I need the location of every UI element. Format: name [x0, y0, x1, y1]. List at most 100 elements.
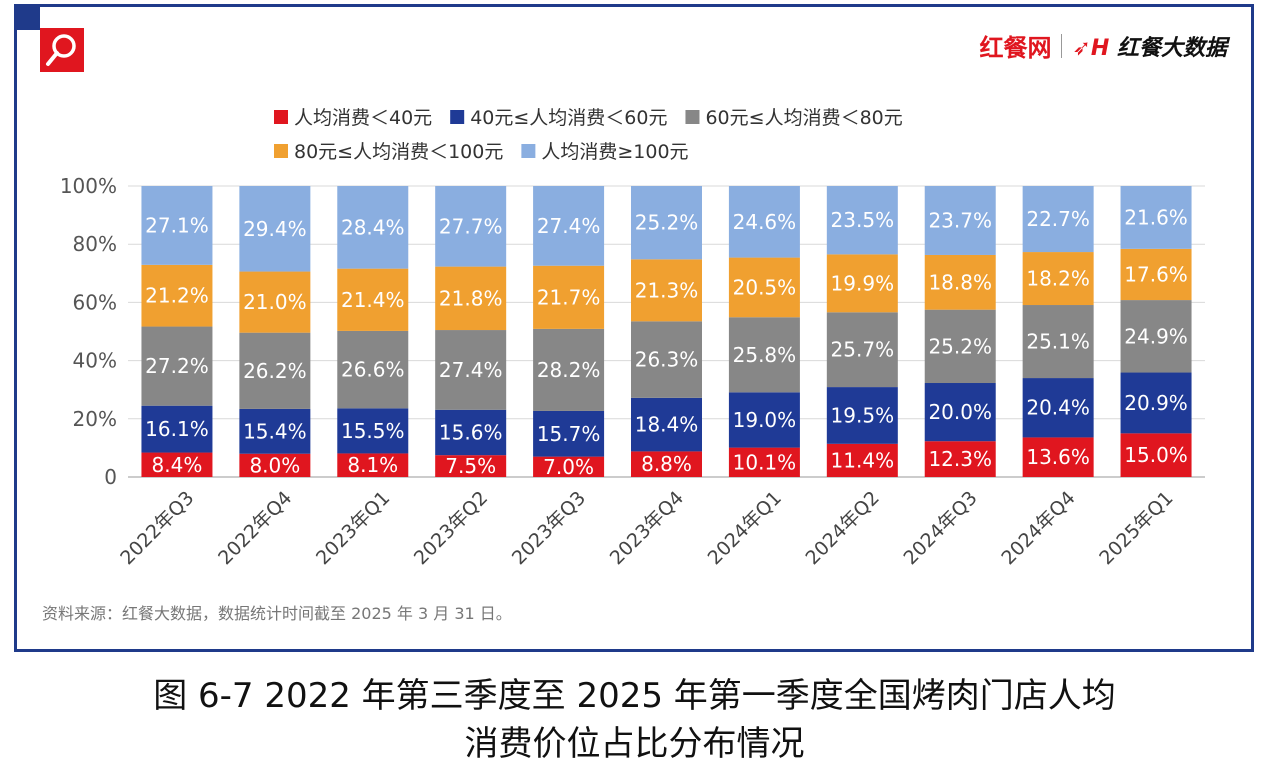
bar-segment [728, 317, 800, 393]
data-label: 28.4% [341, 215, 405, 239]
bar-segment [1120, 186, 1192, 249]
data-label: 26.3% [635, 348, 699, 372]
legend-label: 人均消费≥100元 [541, 141, 688, 163]
data-label: 26.6% [341, 358, 405, 382]
bar-segment [631, 186, 702, 260]
bar-segment [337, 330, 409, 409]
data-label: 20.4% [1026, 396, 1090, 420]
bar-segment [141, 326, 213, 406]
data-label: 18.2% [1026, 267, 1090, 291]
bar-segment [1022, 305, 1094, 379]
legend-label: 40元≤人均消费＜60元 [470, 107, 667, 129]
data-label: 15.6% [439, 420, 503, 444]
legend-label: 80元≤人均消费＜100元 [294, 141, 503, 163]
bar-segment [924, 186, 996, 255]
bar-segment [533, 456, 605, 477]
data-label: 19.5% [831, 403, 895, 427]
data-label: 21.0% [243, 290, 307, 314]
bar-segment [1022, 378, 1094, 438]
bar-segment [337, 408, 409, 454]
bar-segment [924, 309, 996, 384]
data-label: 23.5% [831, 208, 895, 232]
bar-segment [826, 254, 898, 313]
data-label: 25.8% [733, 343, 797, 367]
bar-segment [141, 264, 213, 327]
data-label: 8.1% [347, 453, 398, 477]
y-tick-label: 100% [60, 174, 117, 198]
bar-segment [435, 330, 507, 410]
data-label: 13.6% [1026, 445, 1090, 469]
bar-segment [239, 453, 311, 477]
legend-label: 人均消费＜40元 [294, 107, 432, 129]
brand-header: 红餐网 ➶H 红餐大数据 [979, 28, 1227, 63]
data-label: 20.5% [733, 275, 797, 299]
bar-segment [1120, 433, 1192, 477]
data-label: 8.8% [641, 452, 692, 476]
data-label: 25.1% [1026, 330, 1090, 354]
data-label: 21.2% [145, 284, 209, 308]
legend-swatch [450, 110, 465, 124]
legend-label: 60元≤人均消费＜80元 [705, 107, 902, 129]
data-label: 18.4% [635, 413, 699, 437]
legend-swatch [685, 110, 700, 124]
bar-segment [1022, 437, 1094, 477]
brand-h-icon: ➶H [1072, 35, 1117, 61]
bar-segment [435, 266, 507, 331]
data-label: 21.6% [1124, 205, 1188, 229]
y-tick-label: 40% [73, 349, 117, 373]
caption-line-1: 图 6-7 2022 年第三季度至 2025 年第一季度全国烤肉门店人均 [153, 676, 1116, 716]
x-tick-label: 2024年Q4 [997, 487, 1079, 569]
legend-swatch [521, 144, 536, 158]
data-label: 12.3% [928, 447, 992, 471]
data-label: 11.4% [831, 448, 895, 472]
bar-segment [239, 408, 311, 454]
data-label: 24.6% [733, 210, 797, 234]
bar-segment [1022, 186, 1094, 253]
data-label: 27.7% [439, 214, 503, 238]
data-label: 21.3% [635, 278, 699, 302]
data-label: 7.5% [445, 454, 496, 478]
bar-segment [826, 186, 898, 255]
bar-segment [728, 186, 800, 258]
data-label: 21.7% [537, 285, 601, 309]
caption-line-2: 消费价位占比分布情况 [464, 724, 805, 764]
figure-caption: 图 6-7 2022 年第三季度至 2025 年第一季度全国烤肉门店人均 消费价… [0, 672, 1269, 768]
data-label: 7.0% [543, 455, 594, 479]
data-label: 8.4% [152, 453, 203, 477]
data-label: 27.2% [145, 354, 209, 378]
x-tick-label: 2024年Q1 [704, 487, 786, 569]
data-label: 20.9% [1124, 391, 1188, 415]
bar-segment [631, 321, 702, 398]
x-tick-label: 2022年Q4 [214, 487, 296, 569]
bar-segment [435, 409, 507, 456]
data-label: 28.2% [537, 358, 601, 382]
y-tick-label: 20% [73, 407, 117, 431]
data-label: 21.4% [341, 288, 405, 312]
x-tick-label: 2023年Q1 [312, 487, 394, 569]
bar-segment [1120, 372, 1192, 434]
brand-data-name: ➶H 红餐大数据 [1072, 35, 1227, 61]
bar-segment [631, 259, 702, 322]
legend-swatch [274, 110, 288, 124]
bar-segment [337, 453, 409, 477]
data-label: 25.7% [831, 338, 895, 362]
source-note: 资料来源：红餐大数据，数据统计时间截至 2025 年 3 月 31 日。 [42, 604, 512, 623]
bar-segment [728, 392, 800, 448]
x-tick-label: 2025年Q1 [1095, 487, 1177, 569]
bar-segment [435, 186, 507, 267]
brand-divider [1061, 33, 1063, 58]
bar-segment [533, 265, 605, 329]
data-label: 16.1% [145, 417, 209, 441]
data-label: 21.8% [439, 286, 503, 310]
bar-segment [239, 186, 311, 272]
bar-segment [533, 186, 605, 266]
bar-segment [337, 186, 409, 269]
bar-segment [1022, 252, 1094, 306]
bar-segment [826, 387, 898, 444]
x-tick-label: 2024年Q3 [899, 487, 981, 569]
brand-name: 红餐网 [979, 34, 1052, 62]
x-tick-label: 2024年Q2 [802, 487, 884, 569]
bar-segment [141, 405, 213, 453]
bar-segment [924, 383, 996, 442]
bar-segment [141, 452, 213, 477]
